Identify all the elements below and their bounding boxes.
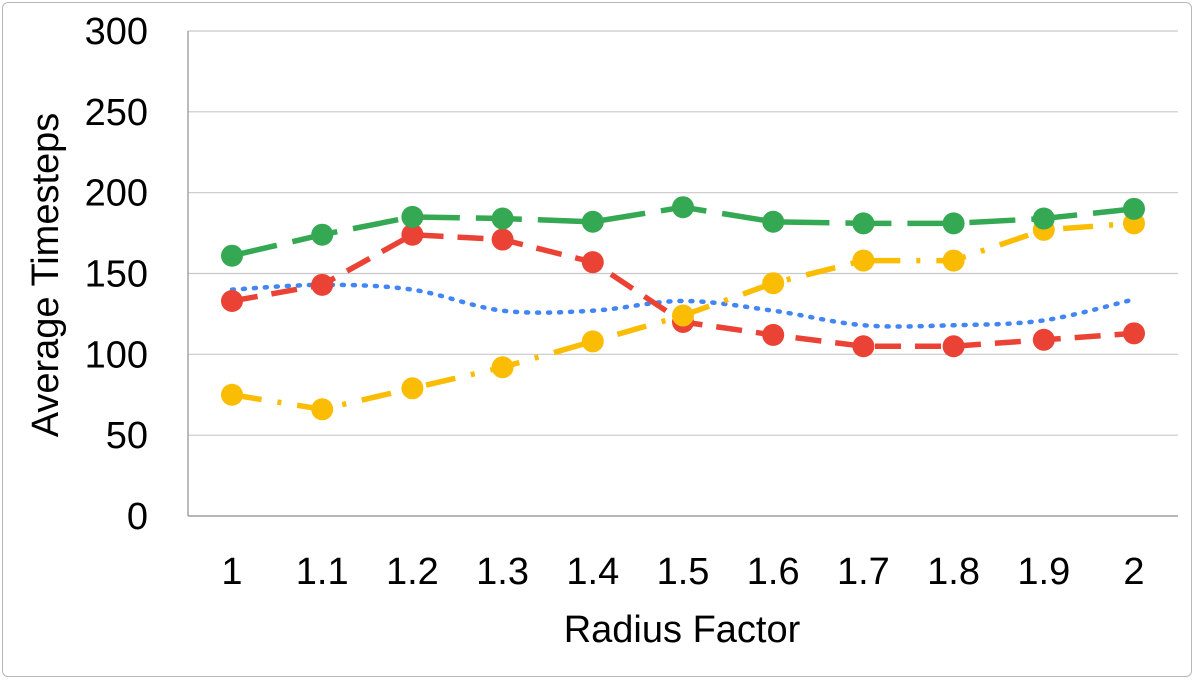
y-tick-label: 200 (85, 173, 148, 215)
data-point (581, 251, 604, 274)
x-tick-label: 1.4 (566, 551, 619, 593)
x-tick-label: 1.7 (837, 551, 890, 593)
data-point (221, 289, 243, 312)
data-point (672, 196, 694, 219)
data-point (221, 383, 243, 406)
data-point (311, 398, 334, 421)
y-tick-labels: 0 50 100 150 200 250 300 (85, 11, 148, 538)
data-point (401, 205, 424, 228)
x-tick-label: 1 (221, 551, 242, 593)
x-tick-label: 1.5 (657, 551, 710, 593)
x-tick-label: 1.8 (927, 551, 980, 593)
y-tick-label: 100 (85, 334, 148, 376)
x-tick-label: 1.9 (1017, 551, 1070, 593)
data-point (581, 330, 604, 353)
series-line-1 (229, 282, 1137, 329)
x-tick-label: 1.3 (476, 551, 529, 593)
data-point (1032, 207, 1055, 230)
y-axis-title: Average Timesteps (25, 113, 67, 438)
data-point (762, 272, 785, 295)
x-tick-labels: 1 1.1 1.2 1.3 1.4 1.5 1.6 1.7 1.8 1.9 2 (221, 551, 1144, 593)
data-point (672, 304, 694, 327)
x-tick-label: 2 (1123, 551, 1144, 593)
y-tick-label: 50 (106, 415, 148, 457)
grid-lines (187, 30, 1178, 517)
data-point (491, 356, 514, 379)
data-point (491, 228, 514, 251)
series-markers (221, 196, 1145, 421)
x-tick-label: 1.2 (386, 551, 439, 593)
data-point (1123, 322, 1145, 345)
data-point (852, 335, 875, 358)
y-tick-label: 150 (85, 254, 148, 296)
y-tick-label: 0 (127, 496, 148, 538)
x-tick-label: 1.6 (747, 551, 800, 593)
data-point (221, 244, 243, 267)
data-point (762, 210, 785, 233)
y-tick-label: 300 (85, 11, 148, 53)
data-point (581, 210, 604, 233)
data-point (311, 273, 334, 296)
y-tick-label: 250 (85, 92, 148, 134)
data-point (1123, 197, 1145, 220)
data-point (942, 335, 965, 358)
data-point (401, 223, 424, 246)
data-point (852, 249, 875, 272)
data-point (491, 207, 514, 230)
x-tick-label: 1.1 (296, 551, 349, 593)
data-point (942, 212, 965, 235)
data-point (1032, 328, 1055, 351)
data-point (762, 323, 785, 346)
x-axis-title: Radius Factor (564, 609, 801, 651)
data-point (311, 223, 334, 246)
data-point (401, 377, 424, 400)
data-point (852, 212, 875, 235)
data-point (942, 249, 965, 272)
